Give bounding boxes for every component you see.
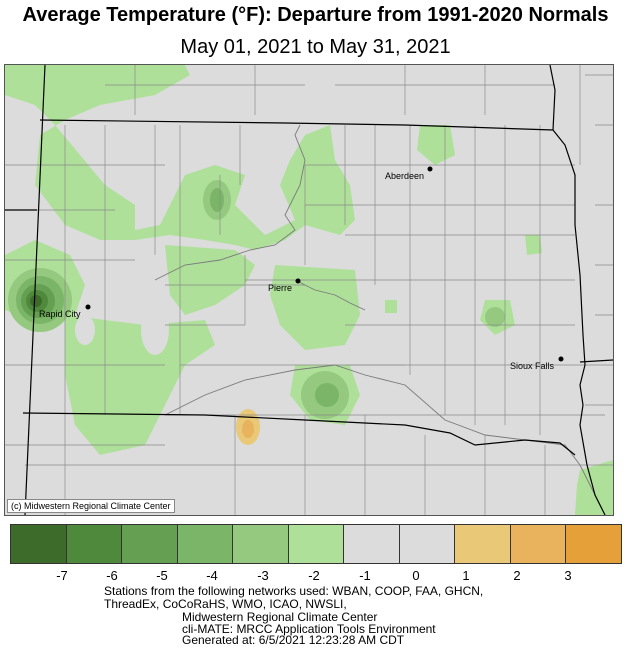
- legend-swatch: [288, 525, 345, 563]
- gray-pockets: [75, 305, 169, 355]
- sioux-falls-dot: [558, 356, 564, 362]
- legend-tick: -3: [257, 568, 269, 583]
- legend-swatch: [455, 525, 511, 563]
- legend-swatch: [233, 525, 289, 563]
- legend-swatch: [177, 525, 234, 563]
- pierre-dot: [295, 278, 301, 284]
- legend-tick: -4: [206, 568, 218, 583]
- footer-networks-line1: Stations from the following networks use…: [104, 584, 484, 598]
- city-label-sioux-falls: Sioux Falls: [510, 361, 555, 371]
- color-legend: [10, 524, 622, 564]
- river-lines: [154, 124, 606, 515]
- anomaly-warm: [236, 409, 260, 445]
- legend-tick: -6: [106, 568, 118, 583]
- city-label-pierre: Pierre: [268, 283, 293, 293]
- legend-swatch: [510, 525, 567, 563]
- state-boundaries: [5, 65, 613, 515]
- legend-tick: 3: [564, 568, 572, 583]
- city-label-aberdeen: Aberdeen: [385, 171, 425, 181]
- map-canvas: [5, 65, 613, 515]
- footer-app: cli-MATE: MRCC Application Tools Environ…: [182, 622, 436, 636]
- map-subtitle: May 01, 2021 to May 31, 2021: [180, 36, 451, 58]
- legend-tick: -2: [308, 568, 320, 583]
- legend-tick: -1: [359, 568, 371, 583]
- legend-tick: -7: [56, 568, 68, 583]
- legend-tick: -5: [156, 568, 168, 583]
- footer-org: Midwestern Regional Climate Center: [182, 610, 378, 624]
- aberdeen-dot: [427, 166, 433, 172]
- legend-swatch: [344, 525, 400, 563]
- legend-swatch: [11, 525, 67, 563]
- legend-swatch: [566, 525, 622, 563]
- copyright-credit: (c) Midwestern Regional Climate Center: [7, 499, 175, 513]
- legend-swatch: [122, 525, 178, 563]
- map-title: Average Temperature (°F): Departure from…: [22, 4, 609, 26]
- legend-tick: 1: [462, 568, 470, 583]
- anomaly-dark-green: [16, 188, 339, 407]
- footer-networks-line2: ThreadEx, CoCoRaHS, WMO, ICAO, NWSLI,: [104, 597, 347, 611]
- footer-generated: Generated at: 6/5/2021 12:23:28 AM CDT: [182, 633, 405, 647]
- city-label-rapid-city: Rapid City: [39, 309, 81, 319]
- city-markers: [85, 166, 564, 362]
- rapid-city-dot: [85, 304, 91, 310]
- legend-tick: 0: [412, 568, 420, 583]
- legend-swatch: [399, 525, 456, 563]
- temperature-departure-map: Aberdeen Pierre Rapid City Sioux Falls (…: [4, 64, 614, 516]
- legend-tick: 2: [513, 568, 521, 583]
- legend-swatch: [66, 525, 123, 563]
